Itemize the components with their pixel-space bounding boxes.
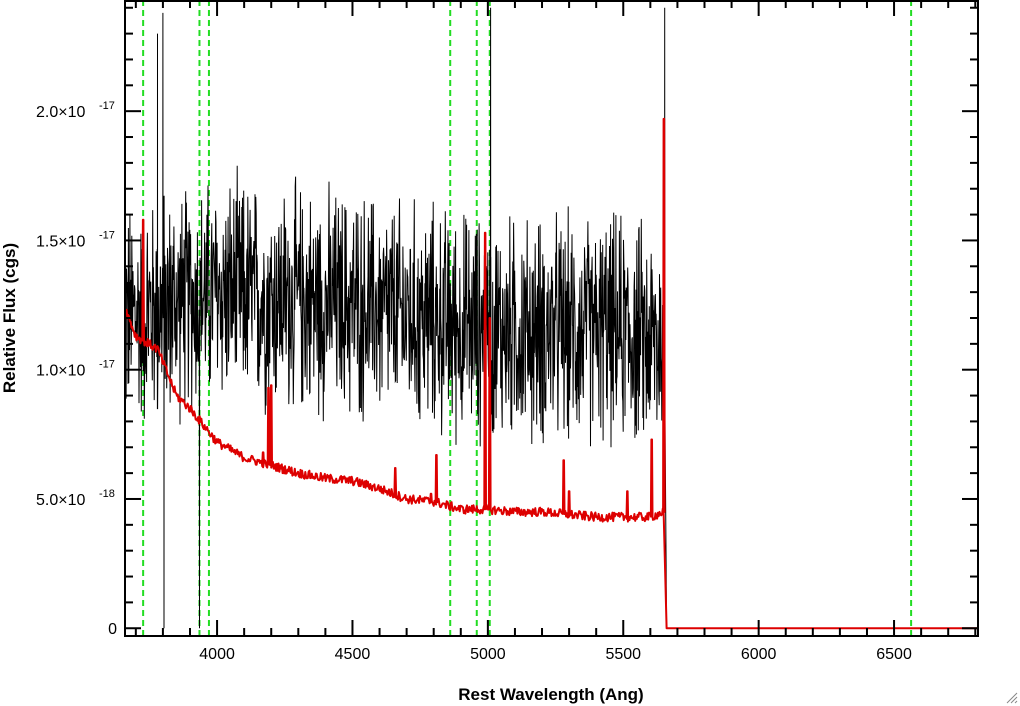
axis-ticks	[125, 0, 978, 636]
y-tick-exponent: -18	[99, 488, 115, 500]
y-tick-label: 1.5×10	[36, 233, 85, 250]
y-tick-label: 2.0×10	[36, 104, 85, 121]
series-layer	[124, 7, 978, 630]
x-tick-labels: 4000 4500 5000 5500 6000 6500	[199, 646, 912, 663]
resize-grip-icon[interactable]	[1004, 690, 1018, 704]
x-axis-title: Rest Wavelength (Ang)	[458, 685, 643, 704]
x-tick-label: 5000	[470, 646, 506, 663]
y-tick-exponent: -17	[99, 100, 115, 112]
y-tick-label: 1.0×10	[36, 363, 85, 380]
observed-spectrum-line	[124, 7, 978, 629]
x-tick-label: 6000	[741, 646, 777, 663]
model-spectrum-line	[124, 117, 978, 630]
y-tick-label: 5.0×10	[36, 492, 85, 509]
plot-frame	[124, 0, 979, 637]
y-tick-exponent: -17	[99, 359, 115, 371]
x-tick-label: 5500	[605, 646, 641, 663]
y-tick-label: 0	[108, 621, 117, 638]
x-tick-label: 6500	[876, 646, 912, 663]
x-tick-label: 4000	[199, 646, 235, 663]
x-tick-label: 4500	[335, 646, 371, 663]
y-tick-exponent: -17	[99, 229, 115, 241]
y-tick-labels: 0 5.0×10 -18 1.0×10 -17 1.5×10 -17 2.0×10 -17	[36, 100, 117, 638]
y-axis-title: Relative Flux (cgs)	[0, 243, 19, 393]
